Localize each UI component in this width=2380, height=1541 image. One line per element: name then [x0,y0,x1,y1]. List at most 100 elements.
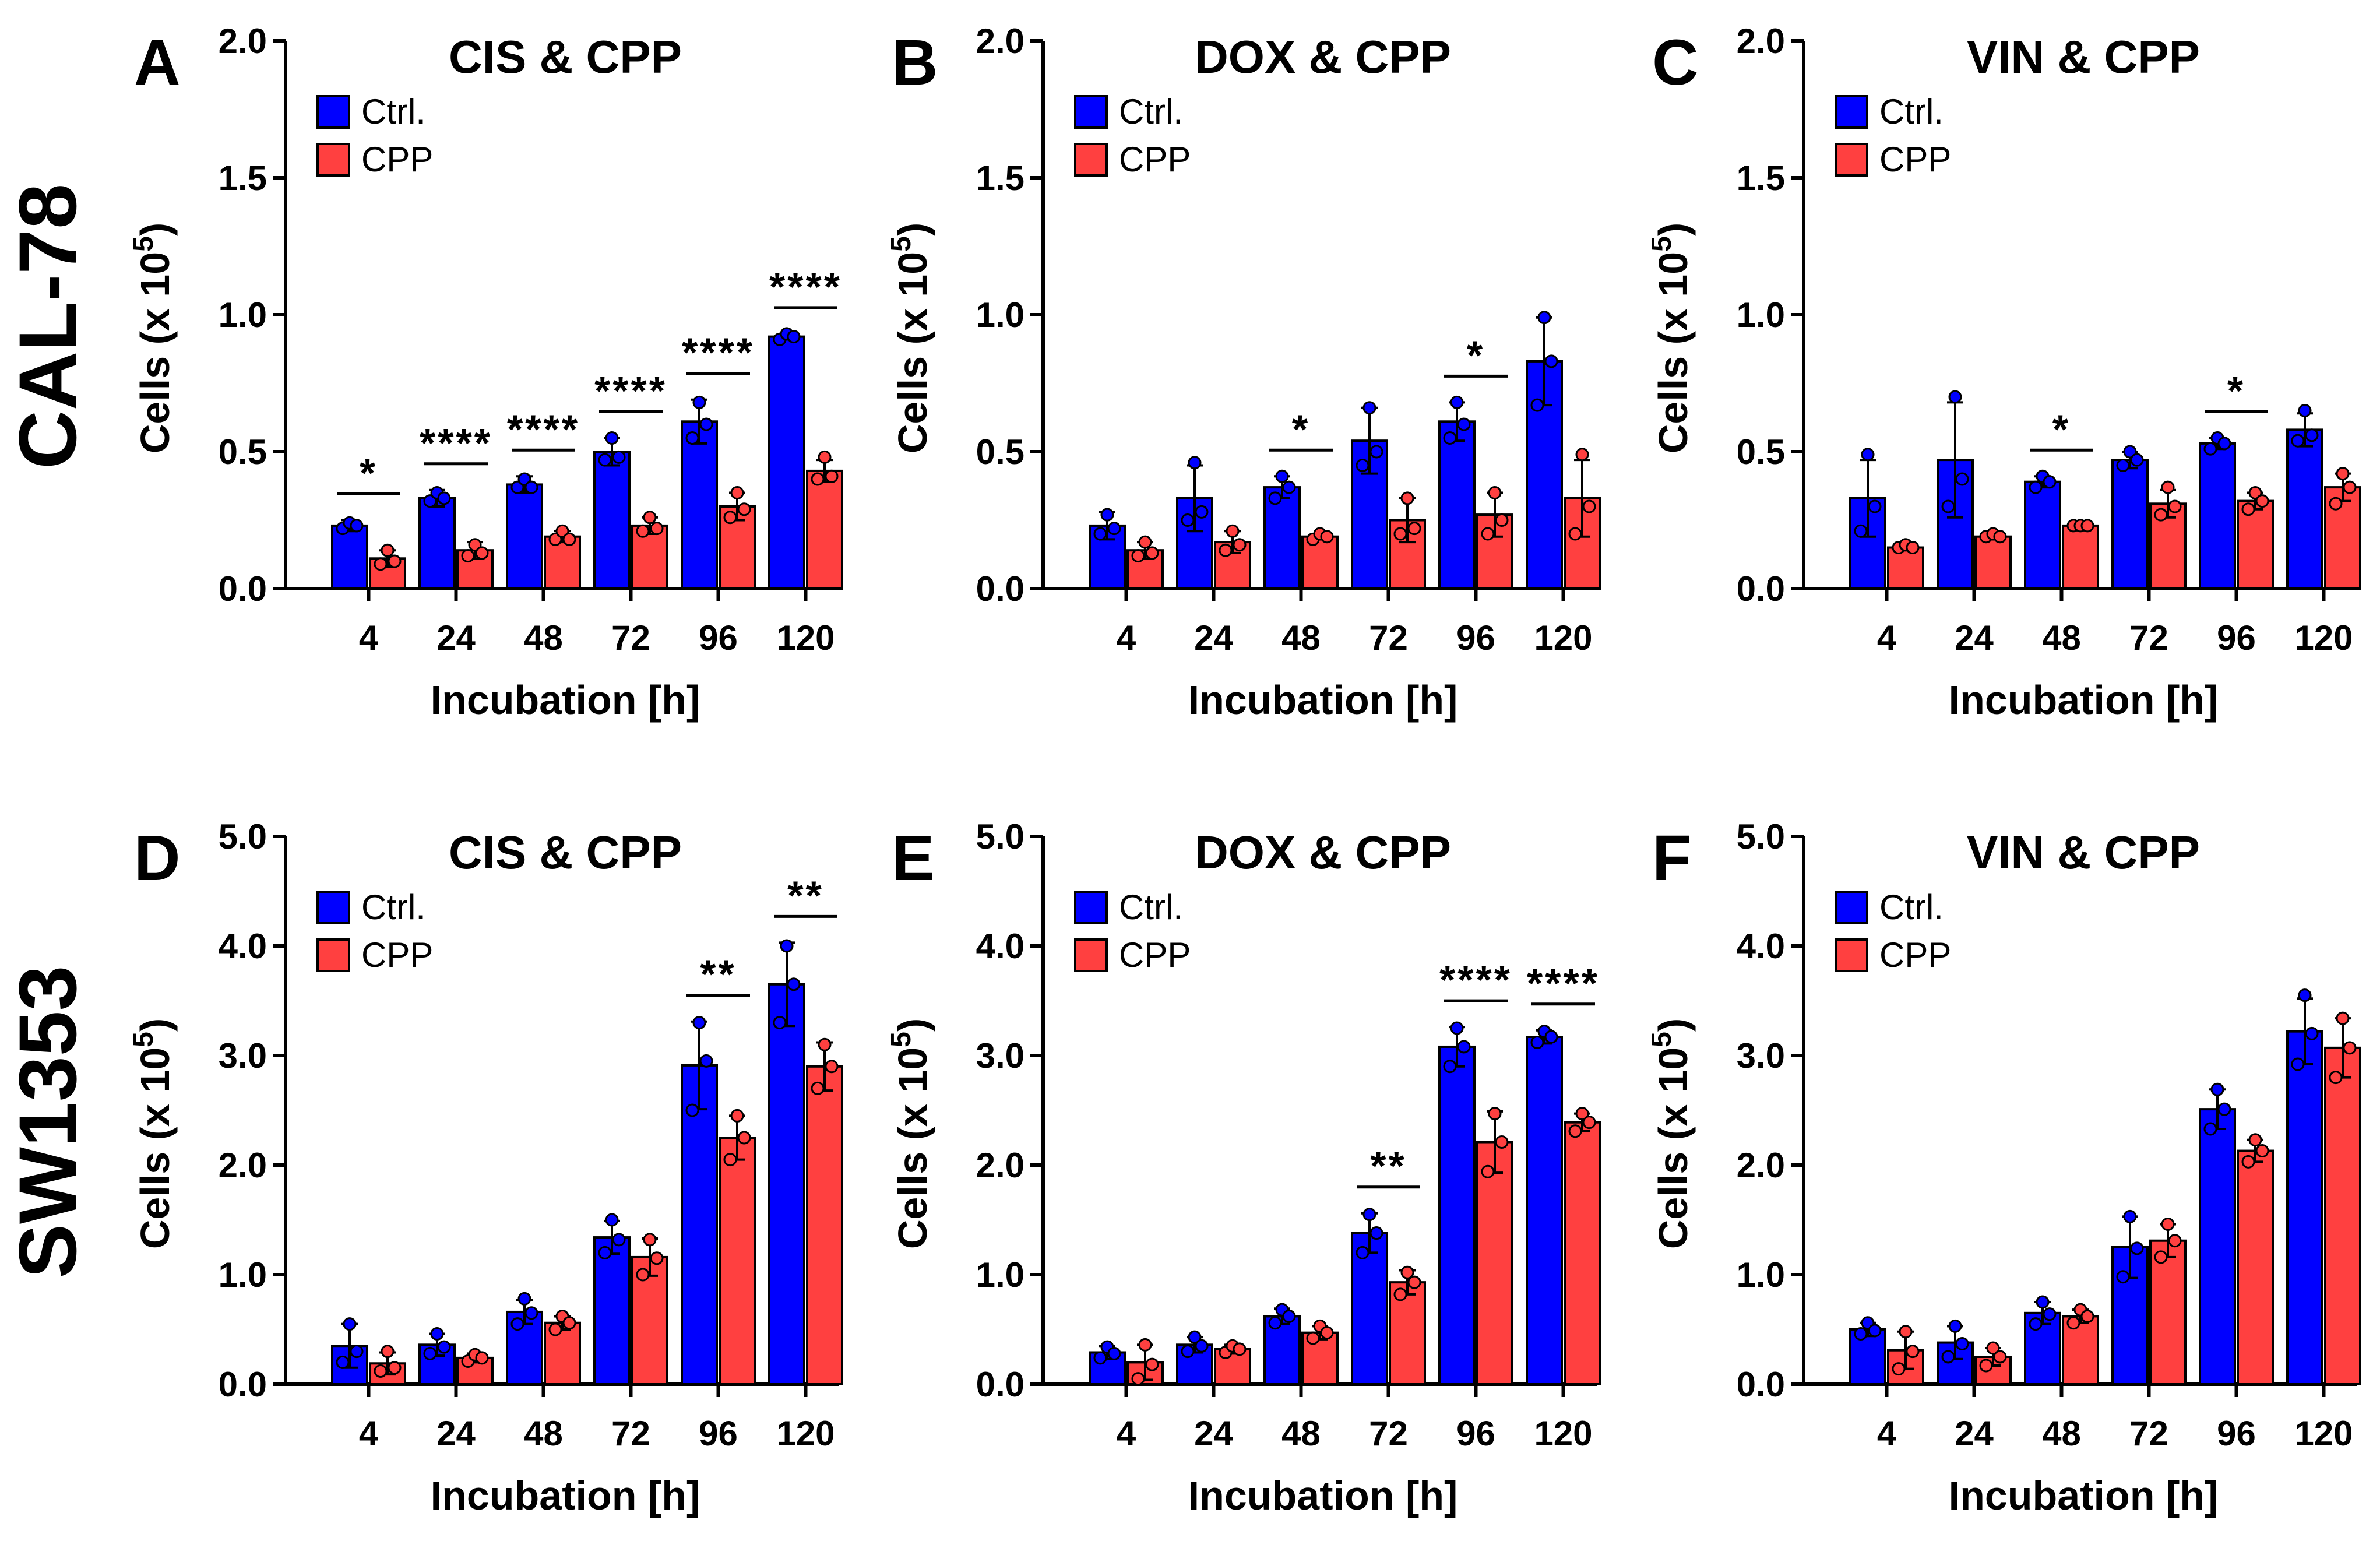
data-point [2066,1316,2080,1330]
significance-stars: ** [700,952,736,997]
data-point [1861,448,1875,462]
legend-swatch-cpp [316,938,350,972]
data-point [2080,1309,2094,1323]
bar-ctrl-24 [1937,1341,1974,1386]
data-point [723,511,737,525]
data-point [643,1233,657,1247]
data-point [1575,448,1589,462]
data-point [636,524,650,538]
row-label-cal78: CAL-78 [2,184,93,469]
data-point [2116,1270,2130,1284]
data-point [612,450,626,464]
bar-ctrl-120 [768,335,805,590]
data-point [1407,1275,1421,1289]
significance-stars: * [1467,332,1485,378]
y-axis-title: Cells (x 105) [886,223,935,453]
bar-ctrl-120 [768,983,805,1386]
data-point [787,330,801,344]
data-point [2305,1026,2319,1040]
bar-ctrl-120 [1526,1036,1563,1386]
bar-cpp-4 [1887,546,1924,590]
data-point [1407,522,1421,536]
y-axis-title-close: ) [132,1018,178,1032]
data-point [1481,1164,1495,1178]
legend-swatch-cpp [316,143,350,177]
y-tick-label: 2.0 [1737,22,1785,61]
data-point [1481,527,1495,541]
data-point [818,1037,832,1051]
y-axis-title-exponent: 5 [886,1032,917,1047]
y-axis-title: Cells (x 105) [1646,1018,1696,1249]
data-point [723,1153,737,1167]
x-tick-label: 48 [524,618,563,657]
x-tick-label: 120 [1534,618,1592,657]
bar-ctrl-72 [593,1236,631,1386]
data-point [517,1292,531,1306]
y-axis-title-close: ) [1650,1018,1696,1032]
y-axis-title-exponent: 5 [128,1032,159,1047]
x-axis-title: Incubation [h] [1188,677,1458,723]
data-point [1488,486,1502,499]
significance-stars: * [1292,406,1310,452]
data-point [2161,480,2175,494]
y-tick-label: 2.0 [976,22,1024,61]
data-point [605,431,619,445]
data-point [730,486,744,499]
data-point [2116,459,2130,472]
y-axis-title: Cells (x 105) [1646,223,1696,453]
x-tick-label: 48 [524,1414,563,1453]
x-tick-label: 72 [1369,618,1408,657]
bar-cpp-120 [1564,1121,1601,1386]
data-point [336,1355,350,1369]
data-point [1138,535,1152,549]
data-point [1854,1327,1868,1341]
data-point [685,1103,699,1117]
data-point [2298,404,2312,417]
data-point [2161,1218,2175,1232]
y-tick-label: 2.0 [976,1146,1024,1185]
y-tick-label: 2.0 [219,22,267,61]
data-point [1955,472,1969,486]
data-point [2336,1011,2350,1025]
data-point [1233,1342,1247,1356]
x-tick-label: 48 [1281,1414,1321,1453]
x-tick-label: 4 [359,1414,379,1453]
significance-stars: **** [682,330,755,375]
data-point [2241,502,2255,516]
legend-swatch-ctrl [1835,891,1868,924]
legend-swatch-cpp [1835,143,1868,177]
data-point [1093,1351,1107,1365]
data-point [2029,480,2043,494]
panel-letter: F [1652,822,1691,894]
data-point [1275,469,1289,483]
panel-title: VIN & CPP [1967,31,2200,83]
y-axis-title-exponent: 5 [886,236,917,252]
x-tick-label: 96 [1456,1414,1495,1453]
panel-letter: E [892,822,934,894]
data-point [2217,1102,2231,1116]
data-point [2343,1041,2357,1055]
data-point [643,511,657,525]
data-point [1131,1372,1145,1386]
y-axis-title-exponent: 5 [128,236,159,252]
x-tick-label: 4 [1877,1414,1897,1453]
panel-title: DOX & CPP [1195,826,1451,878]
y-tick-label: 0.0 [1737,569,1785,608]
legend-swatch-cpp [1074,938,1108,972]
significance-stars: ** [1370,1144,1406,1189]
x-tick-label: 4 [359,618,379,657]
y-tick-label: 1.0 [1737,295,1785,335]
x-tick-label: 72 [611,618,650,657]
panel-b: B DOX & CPP 0.0 0.5 1.0 1.5 2.0 Cells (x 105) 4 2… [886,22,1601,723]
data-point [475,1351,489,1365]
bar-cpp-96 [1476,1141,1513,1386]
x-tick-label: 72 [611,1414,650,1453]
data-point [598,1246,612,1259]
y-tick-label: 1.0 [219,1255,267,1294]
data-point [548,1322,562,1336]
data-point [388,1361,402,1375]
legend-label-cpp: CPP [361,140,433,179]
bar-cpp-120 [806,1065,843,1386]
x-tick-label: 24 [436,1414,476,1453]
